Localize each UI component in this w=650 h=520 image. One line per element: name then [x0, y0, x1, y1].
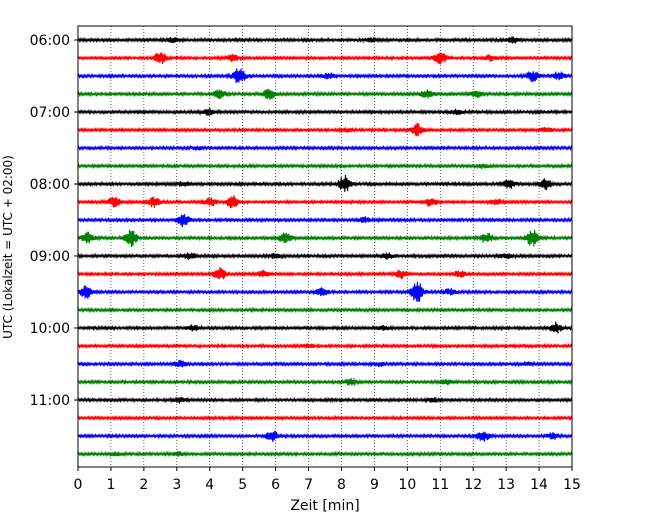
- trace-line: [77, 266, 573, 280]
- trace-line: [77, 162, 573, 170]
- x-tick-label: 13: [497, 477, 515, 493]
- trace-line: [77, 414, 573, 422]
- trace-line: [77, 52, 573, 65]
- trace-line: [77, 252, 573, 261]
- trace-line: [77, 36, 573, 44]
- y-tick-label: 10:00: [30, 321, 70, 337]
- y-tick-label: 07:00: [30, 105, 70, 121]
- x-axis: 0 1 2 3 4 5 6 7 8 9 10 11 12 13 14 15: [74, 467, 581, 493]
- x-tick-label: 14: [530, 477, 548, 493]
- trace-line: [77, 107, 573, 116]
- plot-frame: [77, 25, 573, 468]
- x-tick-label: 9: [370, 477, 379, 493]
- x-tick-label: 11: [431, 477, 449, 493]
- trace-line: [77, 281, 573, 302]
- x-tick-label: 12: [464, 477, 482, 493]
- trace-line: [77, 68, 573, 84]
- x-tick-label: 4: [205, 477, 214, 493]
- x-axis-label: Zeit [min]: [290, 498, 359, 514]
- x-tick-label: 3: [172, 477, 181, 493]
- trace-line: [77, 321, 573, 334]
- trace-line: [77, 229, 573, 248]
- y-axis: 06:00 07:00 08:00 09:00 10:00 11:00: [30, 33, 78, 409]
- x-tick-label: 10: [398, 477, 416, 493]
- trace-line: [77, 175, 573, 192]
- x-tick-label: 0: [74, 477, 83, 493]
- trace-line: [77, 195, 573, 209]
- y-tick-label: 08:00: [30, 177, 70, 193]
- trace-line: [77, 378, 573, 386]
- x-tick-label: 2: [139, 477, 148, 493]
- trace-line: [77, 88, 573, 100]
- trace-line: [77, 342, 573, 350]
- y-tick-label: 06:00: [30, 33, 70, 49]
- x-tick-label: 8: [337, 477, 346, 493]
- x-tick-label: 15: [563, 477, 581, 493]
- trace-line: [77, 122, 573, 137]
- y-axis-label: UTC (Lokalzeit = UTC + 02:00): [1, 155, 15, 339]
- trace-line: [77, 430, 573, 443]
- trace-line: [77, 306, 573, 314]
- trace-line: [77, 359, 573, 368]
- trace-line: [77, 396, 573, 404]
- x-tick-label: 5: [238, 477, 247, 493]
- x-tick-label: 7: [304, 477, 313, 493]
- y-tick-label: 09:00: [30, 249, 70, 265]
- trace-group: [77, 36, 573, 458]
- trace-line: [77, 213, 573, 228]
- x-tick-label: 6: [271, 477, 280, 493]
- y-tick-label: 11:00: [30, 393, 70, 409]
- x-tick-label: 1: [106, 477, 115, 493]
- trace-line: [77, 144, 573, 152]
- trace-line: [77, 450, 573, 458]
